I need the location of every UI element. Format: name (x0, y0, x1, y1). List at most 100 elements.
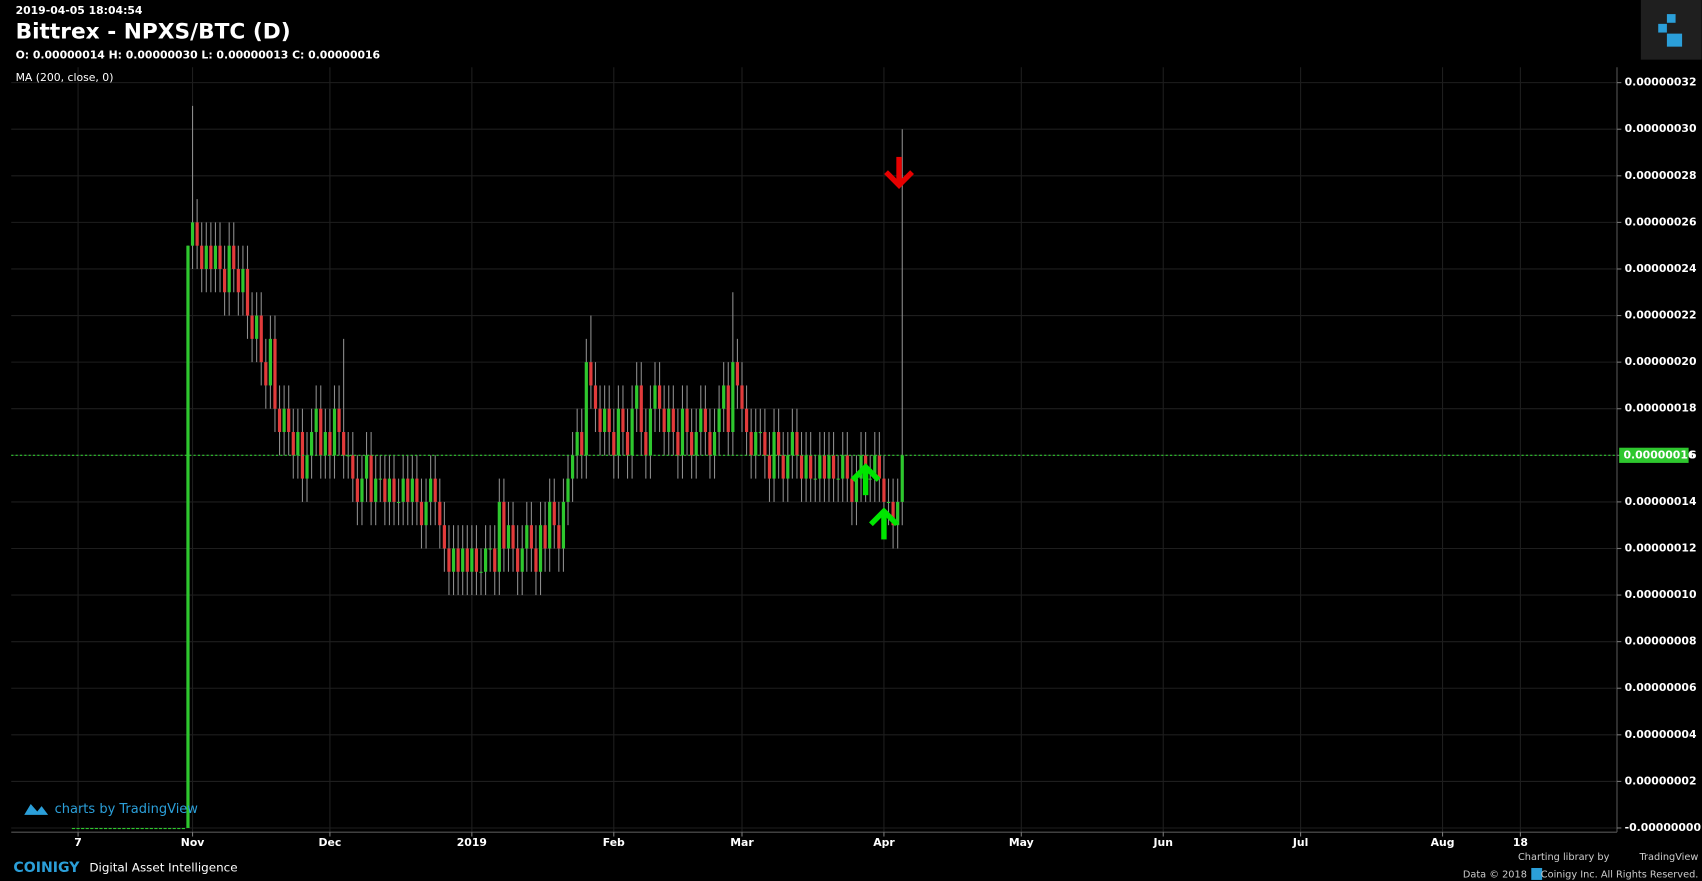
data-note: Data © 2018 (1463, 869, 1527, 880)
candle-body (809, 455, 813, 479)
watermark: charts by TradingView (24, 802, 198, 817)
logo-part (1666, 14, 1676, 23)
candle-body (364, 455, 369, 479)
candle-body (287, 408, 291, 433)
last-price-tag (1619, 447, 1689, 463)
candle-body (241, 268, 245, 293)
candle-body (438, 501, 442, 526)
candle-body (493, 548, 497, 572)
candle-body (99, 827, 103, 830)
last-price-label: 0.00000016 (1624, 448, 1696, 461)
candle-body (479, 571, 483, 573)
candle-body (790, 432, 794, 456)
candle-body (877, 455, 881, 479)
candle-body (305, 455, 309, 479)
candle-body (131, 827, 135, 830)
candle-body (236, 268, 240, 293)
candle-body (506, 525, 511, 549)
candle-body (415, 478, 419, 502)
library-note: Charting library by (1518, 852, 1610, 863)
candle-body (552, 501, 556, 526)
candle-body (516, 548, 520, 572)
candle-body (76, 827, 80, 830)
watermark-icon (24, 803, 49, 815)
candle-body (71, 827, 76, 830)
tagline: Digital Asset Intelligence (89, 860, 237, 874)
candle-body (264, 362, 268, 386)
candle-body (108, 827, 112, 830)
candle-body (612, 432, 616, 456)
candle-body (85, 827, 89, 830)
ohlc-legend: O: 0.00000014 H: 0.00000030 L: 0.0000001… (16, 48, 381, 61)
candle-body (534, 548, 538, 572)
x-tick-label: Jul (1292, 836, 1308, 849)
candle-body (593, 385, 598, 409)
candle-body (374, 478, 378, 502)
candle-body (754, 432, 758, 456)
candle-body (181, 827, 185, 830)
candle-body (538, 525, 543, 572)
candle-body (598, 408, 602, 433)
x-tick-label: 7 (74, 836, 82, 849)
candle-body (470, 548, 474, 572)
candle-body (795, 432, 799, 456)
candle-body (396, 501, 401, 503)
y-tick-label: 0.00000014 (1625, 495, 1697, 508)
signal-arrow (868, 507, 899, 540)
candle-body (204, 245, 208, 269)
candle-body (772, 432, 776, 479)
candle-body (387, 478, 392, 502)
x-tick-label: 2019 (457, 836, 487, 849)
candle-body (135, 827, 140, 830)
candle-body (149, 827, 153, 830)
candle-body (804, 455, 808, 479)
candle-body (328, 432, 332, 456)
candle-body (218, 245, 222, 269)
x-tick-label: May (1009, 836, 1034, 849)
candle-body (502, 501, 506, 549)
candle-body (644, 432, 648, 456)
candle-body (332, 408, 337, 456)
candle-body (841, 455, 845, 479)
candle-body (122, 827, 126, 830)
candle-body (836, 478, 840, 480)
candle-body (200, 245, 204, 269)
candle-body (113, 827, 117, 830)
y-tick-label: 0.00000006 (1625, 681, 1697, 694)
candle-body (255, 315, 259, 339)
brand: COINIGY (13, 860, 80, 876)
x-tick-label: Aug (1431, 836, 1455, 849)
coinigy-icon (1531, 867, 1543, 880)
candle-body (520, 548, 524, 572)
x-tick-label: Nov (181, 836, 205, 849)
candle-body (749, 432, 753, 456)
candle-body (342, 432, 346, 456)
candle-body (103, 827, 108, 830)
y-tick-label: 0.00000030 (1625, 122, 1697, 135)
candle-body (346, 455, 350, 457)
candle-body (635, 385, 639, 409)
candle-body (213, 245, 218, 269)
candle-body (355, 478, 359, 502)
candle-body (378, 478, 382, 480)
candle-body (882, 478, 886, 502)
candle-body (891, 501, 895, 526)
candle-body (117, 827, 121, 830)
candle-body (653, 385, 657, 409)
candle-body (740, 385, 744, 409)
candle-body (259, 315, 263, 363)
candle-body (566, 478, 570, 502)
y-tick-label: -0.00000000 (1625, 821, 1702, 834)
candle-body (429, 478, 433, 502)
candle-body (81, 827, 85, 830)
candle-body (831, 455, 836, 479)
candle-body (172, 827, 176, 830)
candle-body (314, 408, 318, 433)
candle-body (859, 455, 863, 479)
y-tick-label: 0.00000032 (1625, 76, 1697, 89)
candle-body (603, 408, 607, 433)
logo-box (1640, 0, 1702, 60)
candle-body (584, 362, 588, 456)
